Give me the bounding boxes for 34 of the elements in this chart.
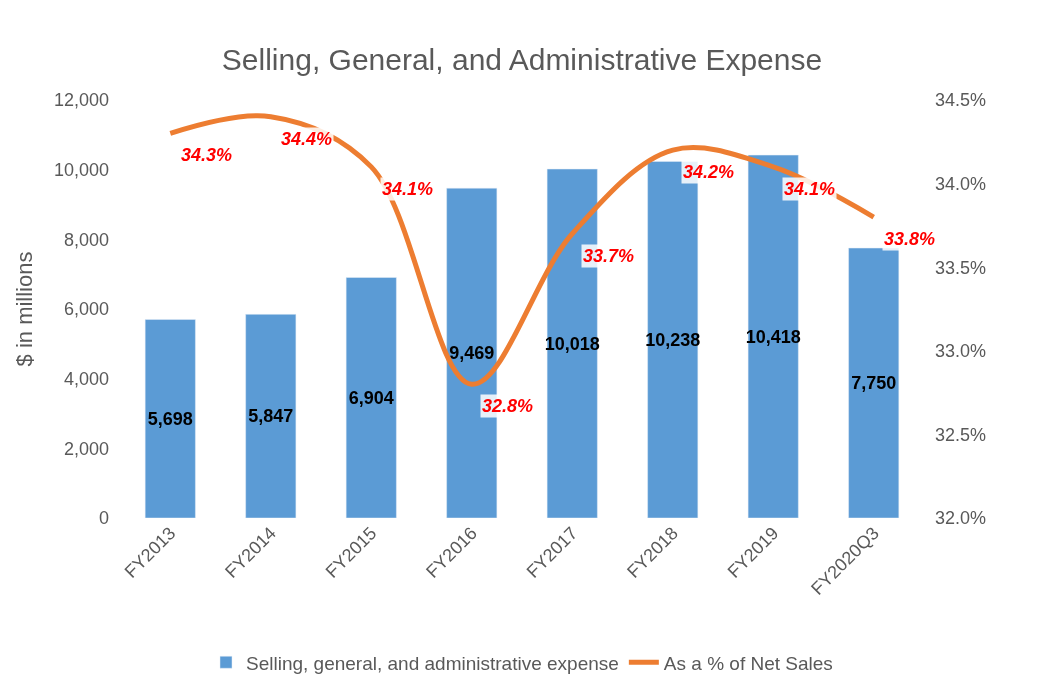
bar: [345, 277, 397, 518]
bar: [144, 319, 196, 518]
y2-tick-label: 34.0%: [935, 173, 987, 194]
y-tick-label: 0: [98, 508, 109, 529]
y-tick-label: 10,000: [53, 159, 109, 180]
data-label: 34.4%: [281, 129, 333, 149]
data-label: 9,469: [449, 343, 495, 364]
data-label: 33.7%: [583, 246, 635, 266]
data-label: 34.1%: [382, 179, 434, 199]
data-label: 34.3%: [181, 145, 233, 165]
y-tick-label: 2,000: [63, 438, 109, 459]
y2-tick-label: 34.5%: [935, 90, 987, 111]
data-label: 34.1%: [784, 179, 836, 199]
y-tick-label: 12,000: [53, 90, 109, 111]
data-label: 6,904: [348, 387, 394, 408]
bar: [848, 247, 900, 518]
y-tick-label: 8,000: [63, 229, 109, 250]
bar: [245, 314, 297, 518]
data-label: 5,847: [248, 406, 294, 427]
legend-label: Selling, general, and administrative expense: [246, 652, 619, 674]
legend-label: As a % of Net Sales: [663, 652, 833, 674]
data-label: 5,698: [147, 408, 193, 429]
y2-tick-label: 32.5%: [935, 424, 987, 445]
data-label: 7,750: [851, 373, 897, 394]
y2-tick-label: 33.0%: [935, 341, 987, 362]
data-label: 33.8%: [884, 229, 936, 249]
chart-title: Selling, General, and Administrative Expense: [221, 42, 823, 76]
data-label: 32.8%: [482, 396, 534, 416]
y2-tick-label: 33.5%: [935, 257, 987, 278]
y2-tick-label: 32.0%: [935, 508, 987, 529]
y-tick-label: 6,000: [63, 299, 109, 320]
y-tick-label: 4,000: [63, 368, 109, 389]
y-axis-title: $ in millions: [11, 251, 37, 367]
data-label: 34.2%: [683, 162, 735, 182]
